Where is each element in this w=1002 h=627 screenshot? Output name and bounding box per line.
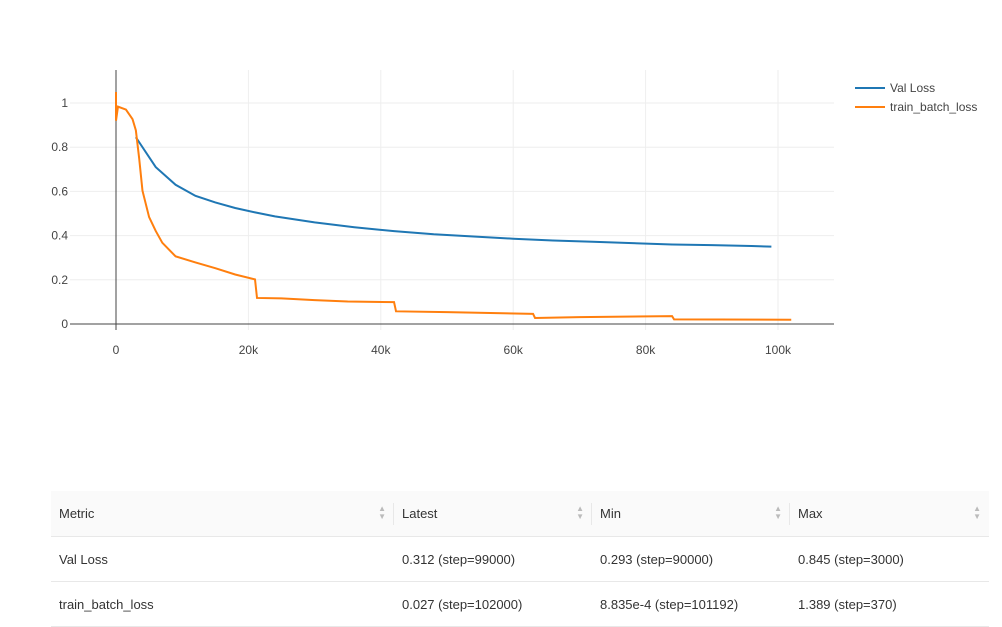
sort-icon[interactable]: ▲ ▼ [576,504,584,521]
loss-chart: 0 20k 40k 60k 80k 100k 0 0.2 0.4 0.6 0.8 1 [51,70,834,357]
y-tick-label: 0 [61,317,68,331]
y-tick-label: 0.6 [51,184,68,198]
legend: Val Loss train_batch_loss [855,78,977,116]
y-tick-label: 1 [61,96,68,110]
column-header-min[interactable]: Min ▲ ▼ [592,491,790,537]
sort-icon[interactable]: ▲ ▼ [378,504,386,521]
column-header-latest[interactable]: Latest ▲ ▼ [394,491,592,537]
x-tick-label: 40k [371,343,391,357]
x-tick-label: 100k [765,343,792,357]
column-header-metric[interactable]: Metric ▲ ▼ [51,491,394,537]
x-tick-label: 60k [504,343,524,357]
y-tick-label: 0.4 [51,229,68,243]
y-tick-label: 0.8 [51,140,68,154]
sort-icon[interactable]: ▲ ▼ [774,504,782,521]
y-tick-label: 0.2 [51,273,68,287]
column-header-max[interactable]: Max ▲ ▼ [790,491,989,537]
x-tick-label: 20k [239,343,259,357]
legend-item-val-loss[interactable]: Val Loss [855,78,977,97]
series-line-train-batch-loss [115,91,792,321]
series-line-val-loss [135,136,772,248]
x-tick-label: 80k [636,343,656,357]
metrics-table: Metric ▲ ▼ Latest ▲ ▼ Min ▲ ▼ Max ▲ ▼ Val Loss 0.… [51,491,989,627]
table-row: Val Loss 0.312 (step=99000) 0.293 (step=90… [51,536,989,582]
x-tick-label: 0 [113,343,120,357]
legend-item-train-batch-loss[interactable]: train_batch_loss [855,97,977,116]
sort-icon[interactable]: ▲ ▼ [973,504,981,521]
table-row: train_batch_loss 0.027 (step=102000) 8.835… [51,581,989,627]
